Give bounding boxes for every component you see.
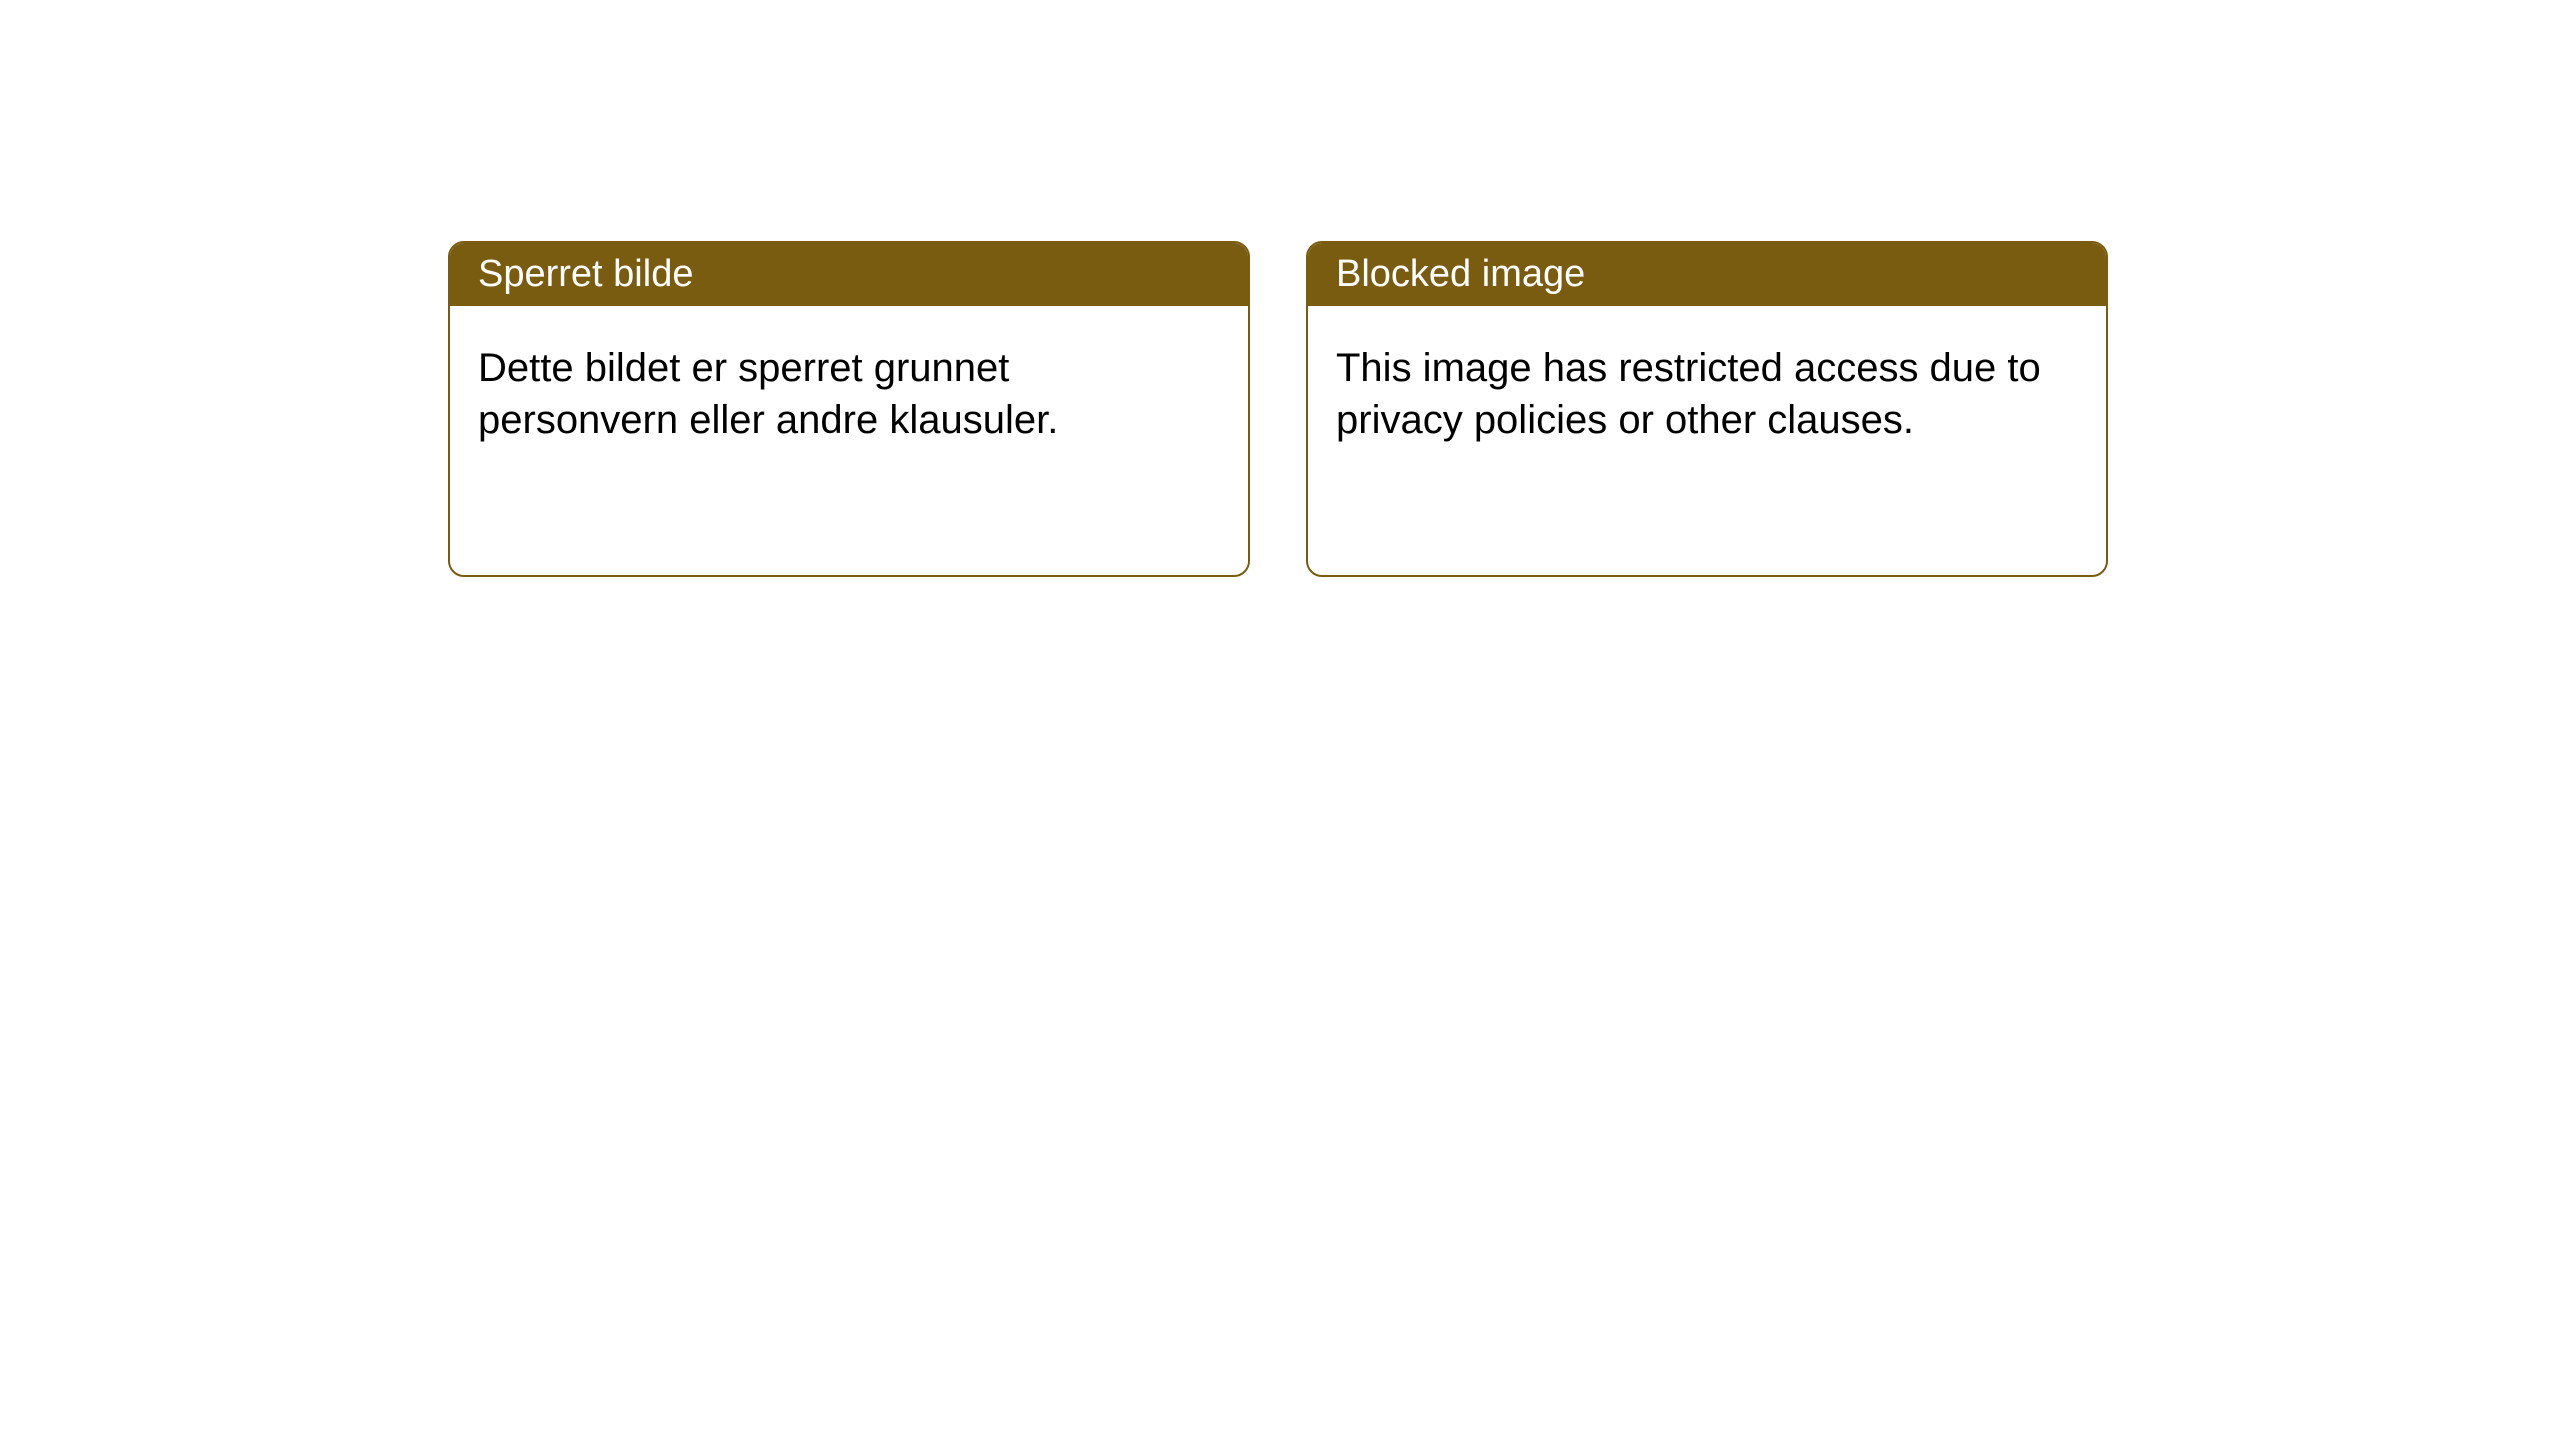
card-body-text-en: This image has restricted access due to … bbox=[1336, 346, 2041, 442]
card-header-label-no: Sperret bilde bbox=[478, 253, 693, 295]
card-body-en: This image has restricted access due to … bbox=[1308, 306, 2106, 482]
blocked-image-card-no: Sperret bilde Dette bildet er sperret gr… bbox=[448, 241, 1250, 577]
card-header-label-en: Blocked image bbox=[1336, 253, 1585, 295]
blocked-image-card-en: Blocked image This image has restricted … bbox=[1306, 241, 2108, 577]
card-body-no: Dette bildet er sperret grunnet personve… bbox=[450, 306, 1248, 482]
card-body-text-no: Dette bildet er sperret grunnet personve… bbox=[478, 346, 1058, 442]
card-header-en: Blocked image bbox=[1308, 243, 2106, 306]
notice-container: Sperret bilde Dette bildet er sperret gr… bbox=[0, 0, 2560, 577]
card-header-no: Sperret bilde bbox=[450, 243, 1248, 306]
